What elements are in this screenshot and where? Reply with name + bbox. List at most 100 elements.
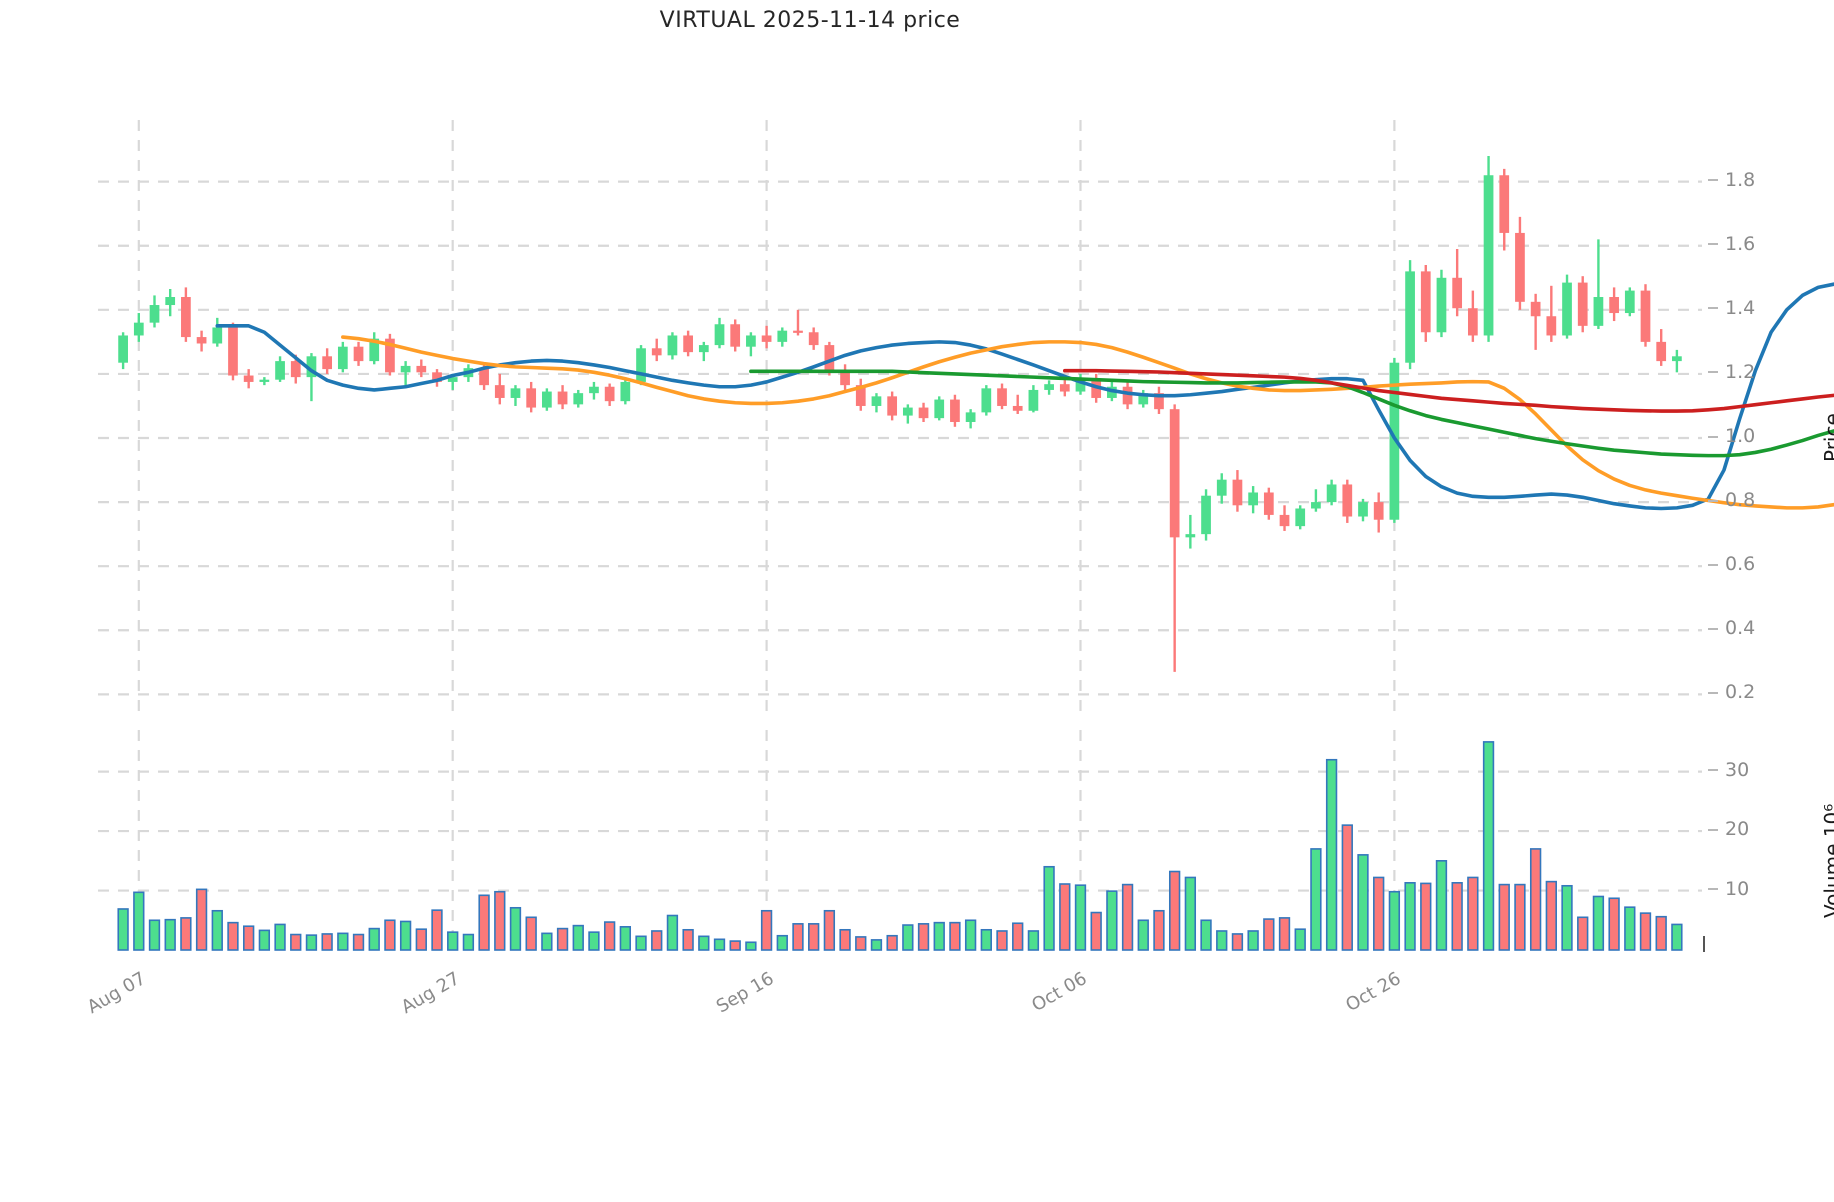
volume-bar	[745, 941, 757, 951]
volume-bar	[1294, 928, 1306, 951]
volume-bar	[713, 938, 726, 951]
volume-bar	[760, 909, 773, 951]
volume-bar	[148, 919, 161, 951]
candle-body	[228, 327, 238, 376]
candle-body	[981, 388, 992, 413]
candle-body	[259, 379, 270, 382]
volume-bar	[494, 890, 506, 951]
candle-body	[118, 335, 128, 363]
volume-bar	[1310, 848, 1322, 951]
volume-bar	[368, 927, 380, 951]
volume-bar	[839, 928, 851, 951]
volume-bar	[227, 921, 239, 951]
candle-body	[290, 361, 301, 378]
volume-bar	[666, 914, 679, 951]
candle-body	[1624, 290, 1635, 314]
candle-body	[400, 365, 411, 373]
candle-body	[447, 377, 458, 382]
volume-bar	[964, 919, 977, 951]
candle-body	[1358, 502, 1368, 517]
volume-bar	[1639, 912, 1652, 951]
candle-body	[181, 297, 191, 338]
candle-body	[1593, 297, 1604, 326]
volume-bar	[525, 916, 537, 951]
candle-body	[1263, 492, 1274, 515]
candle-body	[1546, 316, 1557, 336]
volume-bar	[855, 936, 867, 951]
candle-body	[1483, 175, 1494, 336]
candle-body	[1185, 534, 1196, 538]
candle-body	[275, 361, 285, 380]
price-tick-label: 1.0	[1708, 425, 1755, 447]
volume-tick-label: 10	[1708, 878, 1749, 900]
volume-bar	[258, 929, 271, 951]
candle-body	[698, 345, 709, 353]
candle-body	[1138, 393, 1149, 405]
volume-bar	[180, 917, 192, 951]
volume-bar	[274, 923, 286, 951]
candle-body	[997, 388, 1007, 406]
price-tick-label: 1.6	[1708, 233, 1755, 255]
volume-bar	[478, 894, 490, 951]
candle-body	[746, 335, 756, 347]
volume-bar	[792, 923, 804, 951]
candle-body	[1201, 495, 1211, 535]
candle-body	[337, 346, 348, 370]
candle-body	[212, 327, 223, 344]
volume-bar	[384, 919, 396, 951]
candle-body	[1405, 271, 1415, 363]
volume-bar	[1231, 933, 1244, 951]
moving-average-line	[749, 369, 1834, 458]
candle-body	[589, 386, 599, 394]
volume-bar	[1137, 919, 1149, 951]
candle-body	[1436, 277, 1447, 333]
volume-bar	[462, 933, 475, 951]
candle-body	[871, 396, 882, 406]
x-tick-label: Oct 06	[1028, 968, 1091, 1017]
candle-body	[934, 399, 945, 419]
candle-body	[149, 305, 160, 323]
candle-body	[133, 322, 144, 336]
volume-bar	[1514, 883, 1526, 951]
candle-body	[385, 338, 395, 373]
volume-bar	[1624, 906, 1636, 951]
volume-bar	[1247, 930, 1259, 951]
volume-bar	[996, 930, 1008, 951]
volume-bar	[164, 918, 176, 951]
candle-body	[887, 396, 898, 416]
volume-bar	[619, 926, 632, 951]
volume-bar	[1168, 870, 1181, 951]
candle-body	[1311, 502, 1321, 509]
candle-body	[1672, 356, 1682, 362]
volume-bar	[635, 935, 647, 951]
volume-bar	[933, 921, 945, 951]
volume-bar	[572, 924, 584, 951]
candle-body	[620, 381, 631, 402]
volume-bar	[1467, 876, 1479, 951]
candle-body	[918, 407, 929, 419]
x-tick-label: Sep 16	[712, 968, 778, 1018]
volume-bar	[682, 928, 694, 951]
moving-average-line	[341, 335, 1834, 510]
x-tick-label: Aug 07	[83, 968, 150, 1019]
volume-bar	[1561, 884, 1573, 951]
volume-bar	[1404, 882, 1416, 951]
candle-body	[1122, 386, 1133, 405]
candle-body	[494, 385, 505, 398]
candle-body	[1075, 378, 1086, 392]
volume-bar	[431, 909, 443, 951]
candle-body	[557, 391, 568, 405]
candle-body	[369, 338, 380, 362]
volume-plot	[98, 730, 1702, 951]
candle-body	[1515, 232, 1525, 302]
volume-bar	[1420, 882, 1432, 951]
candle-body	[1467, 308, 1478, 336]
moving-average-line	[1062, 368, 1834, 413]
candle-body	[1609, 297, 1619, 314]
candle-body	[824, 345, 835, 371]
x-tick-label: Aug 27	[397, 968, 464, 1019]
volume-bar	[980, 928, 992, 951]
candle-body	[479, 368, 489, 386]
candle-body	[1044, 384, 1054, 390]
volume-bar	[1027, 930, 1040, 951]
